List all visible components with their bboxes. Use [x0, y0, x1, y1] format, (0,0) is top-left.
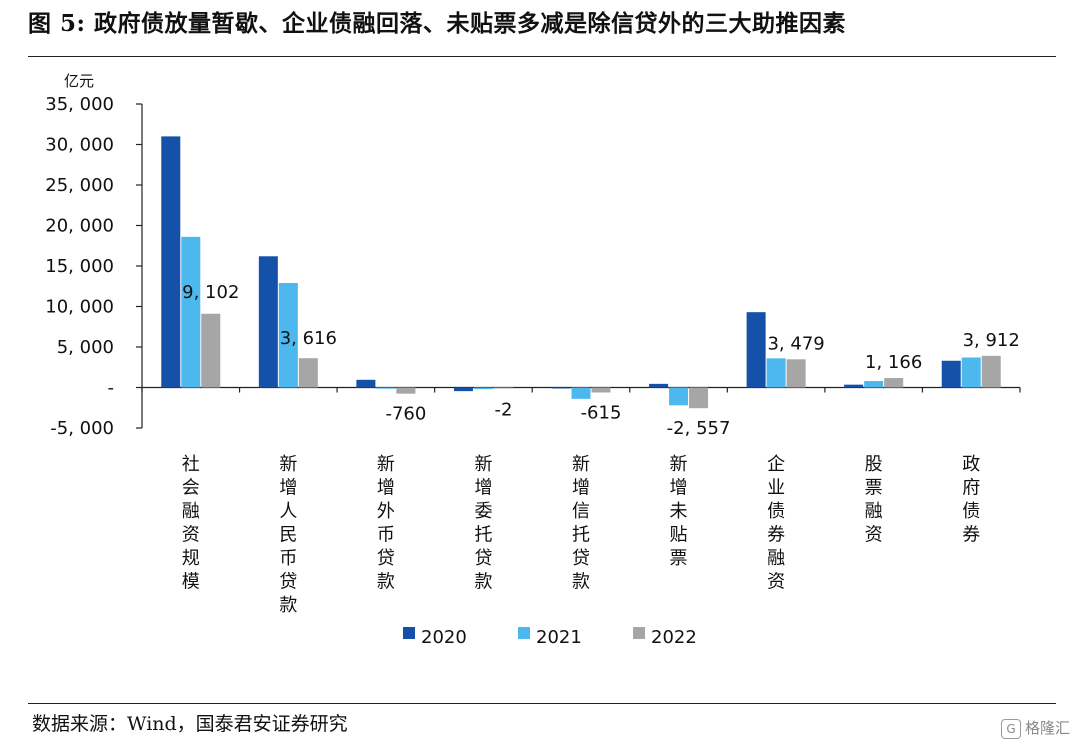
data-label-2022: -2, 557	[667, 418, 731, 439]
bar-2022-4	[591, 387, 611, 393]
category-label: 社会融资规模	[182, 454, 200, 593]
watermark: G 格隆汇	[1000, 716, 1070, 740]
category-label: 新增委托贷款	[474, 454, 492, 593]
watermark-logo-icon: G	[1000, 718, 1021, 739]
bar-2022-8	[981, 355, 1001, 388]
y-tick-label: 5, 000	[57, 337, 114, 358]
legend-label-2021: 2021	[536, 627, 582, 648]
category-label: 新增信托贷款	[572, 454, 590, 593]
title-rule	[28, 56, 1056, 57]
y-tick-label: 25, 000	[45, 175, 114, 196]
legend: 2020 2021 2022	[403, 627, 697, 648]
bar-2021-8	[961, 357, 981, 388]
category-label: 新增人民币贷款	[279, 454, 297, 616]
watermark-text: 格隆汇	[1024, 719, 1070, 737]
figure-title: 图 5: 政府债放量暂歇、企业债融回落、未贴票多减是除信贷外的三大助推因素	[28, 10, 847, 37]
bar-2022-3	[493, 387, 513, 389]
y-tick-label: 30, 000	[45, 135, 114, 156]
bar-2020-7	[844, 384, 864, 388]
bars	[161, 136, 1001, 409]
data-label-2022: 1, 166	[865, 352, 922, 373]
y-axis-unit-label: 亿元	[64, 72, 94, 90]
bar-2022-7	[884, 378, 904, 388]
data-label-2022: -760	[385, 404, 426, 425]
legend-label-2022: 2022	[651, 627, 697, 648]
bar-2021-1	[278, 283, 298, 388]
legend-label-2020: 2020	[421, 627, 467, 648]
y-tick-label: 20, 000	[45, 216, 114, 237]
data-label-2022: 9, 102	[182, 282, 239, 303]
data-label-2022: 3, 912	[963, 330, 1020, 351]
y-tick-label: 10, 000	[45, 297, 114, 318]
legend-swatch-2020	[403, 627, 415, 639]
bar-2022-2	[396, 387, 416, 394]
source-note: 数据来源：Wind，国泰君安证券研究	[32, 713, 348, 735]
category-label: 政府债券	[962, 454, 980, 546]
y-tick-label: 35, 000	[45, 94, 114, 115]
bar-2022-5	[689, 387, 709, 409]
bar-2020-2	[356, 379, 376, 388]
bar-2022-0	[201, 313, 221, 388]
bar-2021-6	[766, 358, 786, 388]
bar-2022-6	[786, 359, 806, 388]
category-label: 股票融资	[865, 454, 883, 546]
y-tick-label: 15, 000	[45, 256, 114, 277]
category-label: 企业债券融资	[767, 454, 785, 593]
legend-swatch-2021	[518, 627, 530, 639]
legend-swatch-2022	[633, 627, 645, 639]
bar-2021-4	[571, 387, 591, 399]
bar-2020-8	[941, 360, 961, 388]
bar-2021-2	[376, 387, 396, 389]
bar-2021-5	[669, 387, 689, 406]
bar-2020-5	[649, 383, 669, 388]
y-tick-label: -5, 000	[50, 418, 114, 439]
bar-2020-3	[453, 387, 473, 392]
category-label: 新增未贴票	[670, 454, 688, 569]
bar-2020-6	[746, 312, 766, 388]
bar-chart: 亿元 35, 000 30, 000 25, 000 20, 000 15, 000 10…	[45, 72, 1021, 648]
source-rule	[28, 703, 1056, 704]
data-label-2022: -615	[581, 402, 622, 423]
bar-2021-3	[473, 387, 493, 390]
data-label-2022: -2	[494, 400, 512, 421]
bar-2021-0	[181, 236, 201, 388]
bar-2021-7	[864, 381, 884, 388]
category-labels: 社会融资规模 新增人民币贷款 新增外币贷款 新增委托贷款 新增信托贷款 新增未贴票 企业债券…	[182, 454, 980, 616]
bar-2020-0	[161, 136, 181, 388]
y-tick-label: -	[108, 378, 115, 399]
category-label: 新增外币贷款	[377, 454, 395, 593]
data-labels: 9, 102 3, 616 -760 -2 -615 -2, 557 3, 479 1, 16…	[182, 282, 1020, 439]
bar-2022-1	[298, 358, 318, 388]
data-label-2022: 3, 616	[280, 328, 337, 349]
data-label-2022: 3, 479	[767, 333, 824, 354]
bar-2020-1	[258, 256, 278, 388]
bar-2020-4	[551, 387, 571, 389]
